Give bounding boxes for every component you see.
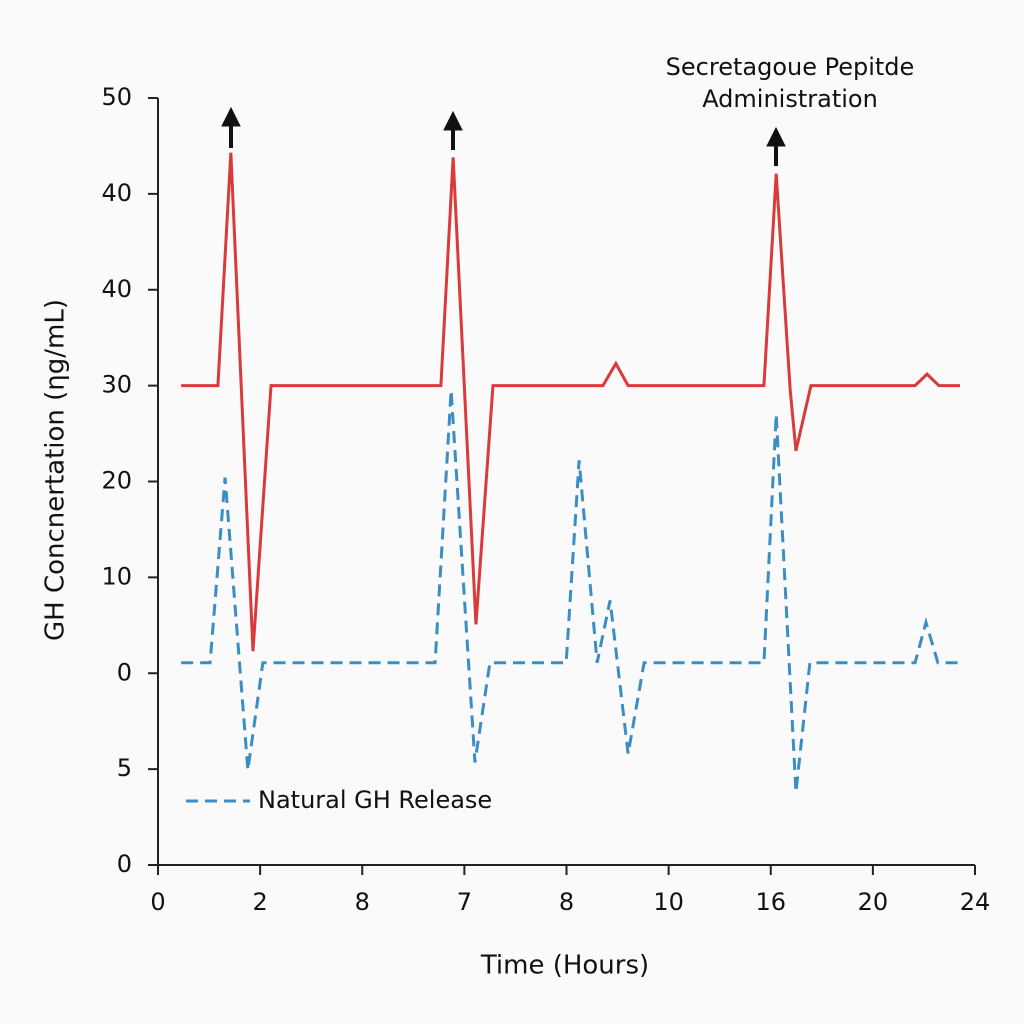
arrow-head (766, 126, 786, 147)
annotation: Administration (702, 85, 878, 113)
x-tick-label: 0 (150, 888, 165, 916)
arrows (221, 106, 786, 166)
y-tick-label: 0 (117, 658, 132, 686)
x-tick-label: 16 (755, 888, 786, 916)
y-tick-label: 10 (101, 562, 132, 590)
y-tick-label: 0 (117, 850, 132, 878)
y-tick-label: 50 (101, 83, 132, 111)
series-line (181, 390, 963, 793)
y-tick-label: 40 (101, 275, 132, 303)
y-tick-label: 30 (101, 371, 132, 399)
annotation: Secretagoue Pepitde (666, 53, 915, 81)
x-tick-label: 24 (960, 888, 991, 916)
x-tick-label: 8 (355, 888, 370, 916)
series-line (181, 152, 961, 652)
x-tick-label: 2 (252, 888, 267, 916)
y-tick-label: 5 (117, 754, 132, 782)
y-tick-label: 20 (101, 467, 132, 495)
y-axis-title: GH Concnertation (ηg/mL) (41, 299, 71, 641)
x-tick-label: 20 (858, 888, 889, 916)
legend-label: Natural GH Release (258, 786, 492, 814)
x-tick-label: 7 (457, 888, 472, 916)
x-tick-label: 8 (559, 888, 574, 916)
x-tick-label: 10 (653, 888, 684, 916)
y-tick-label: 40 (101, 179, 132, 207)
arrow-head (221, 106, 241, 127)
x-axis-title: Time (Hours) (480, 951, 649, 981)
arrow-head (443, 110, 463, 131)
